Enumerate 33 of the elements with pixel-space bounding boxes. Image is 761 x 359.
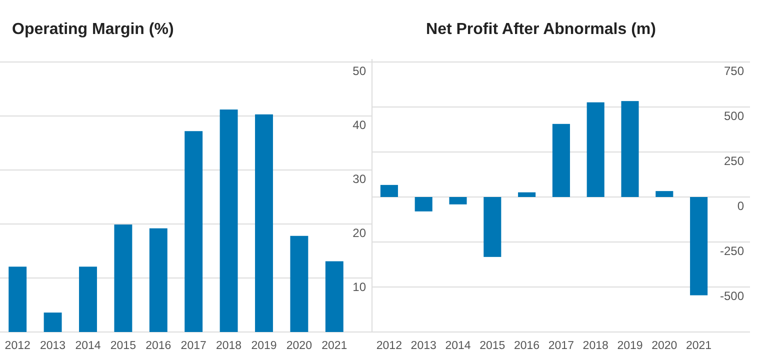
x-tick-label: 2014 [445,340,472,352]
y-tick-label: 50 [352,64,366,78]
x-tick-label: 2019 [617,340,643,352]
x-tick-label: 2015 [110,340,136,352]
x-tick-label: 2015 [480,340,506,352]
x-tick-label: 2014 [75,340,102,352]
y-tick-label: 0 [737,199,744,213]
x-tick-label: 2018 [216,340,242,352]
y-tick-label: 30 [352,172,366,186]
x-tick-label: 2017 [548,340,574,352]
x-tick-label: 2017 [180,340,206,352]
x-tick-label: 2013 [410,340,436,352]
y-tick-label: 10 [352,280,366,294]
x-tick-label: 2012 [4,340,30,352]
y-tick-label: -500 [720,289,744,303]
chart-title: Net Profit After Abnormals (m) [426,21,656,38]
x-tick-label: 2018 [582,340,608,352]
x-tick-label: 2020 [286,340,312,352]
x-tick-label: 2016 [146,340,172,352]
chart-title: Operating Margin (%) [12,21,174,38]
x-tick-label: 2020 [652,340,678,352]
x-tick-label: 2021 [686,340,712,352]
y-tick-label: 40 [352,118,366,132]
x-tick-label: 2016 [514,340,540,352]
x-tick-label: 2013 [40,340,66,352]
x-tick-label: 2021 [322,340,348,352]
x-tick-label: 2019 [251,340,277,352]
y-tick-label: 750 [724,64,744,78]
y-tick-label: -250 [720,244,744,258]
y-tick-label: 20 [352,226,366,240]
y-tick-label: 250 [724,154,744,168]
y-tick-label: 500 [724,109,744,123]
x-tick-label: 2012 [376,340,402,352]
